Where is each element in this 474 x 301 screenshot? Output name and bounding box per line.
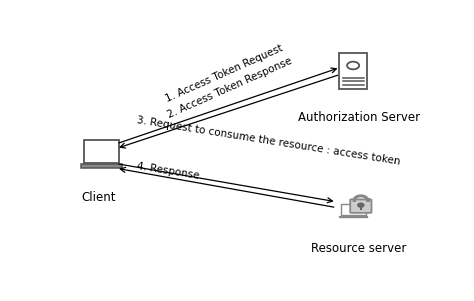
Bar <box>341 204 365 215</box>
Text: Authorization Server: Authorization Server <box>298 111 419 124</box>
Text: 4. Response: 4. Response <box>137 161 201 181</box>
Bar <box>82 164 121 168</box>
Text: 3. Request to consume the resource : access token: 3. Request to consume the resource : acc… <box>137 115 401 166</box>
Text: 1. Access Token Request: 1. Access Token Request <box>164 44 284 104</box>
Bar <box>339 216 367 217</box>
Circle shape <box>358 203 364 207</box>
FancyBboxPatch shape <box>350 199 372 213</box>
Text: Resource server: Resource server <box>311 242 406 255</box>
Text: Client: Client <box>82 191 116 204</box>
Bar <box>84 140 119 163</box>
Bar <box>339 53 367 89</box>
Text: 2. Access Token Response: 2. Access Token Response <box>166 56 293 120</box>
